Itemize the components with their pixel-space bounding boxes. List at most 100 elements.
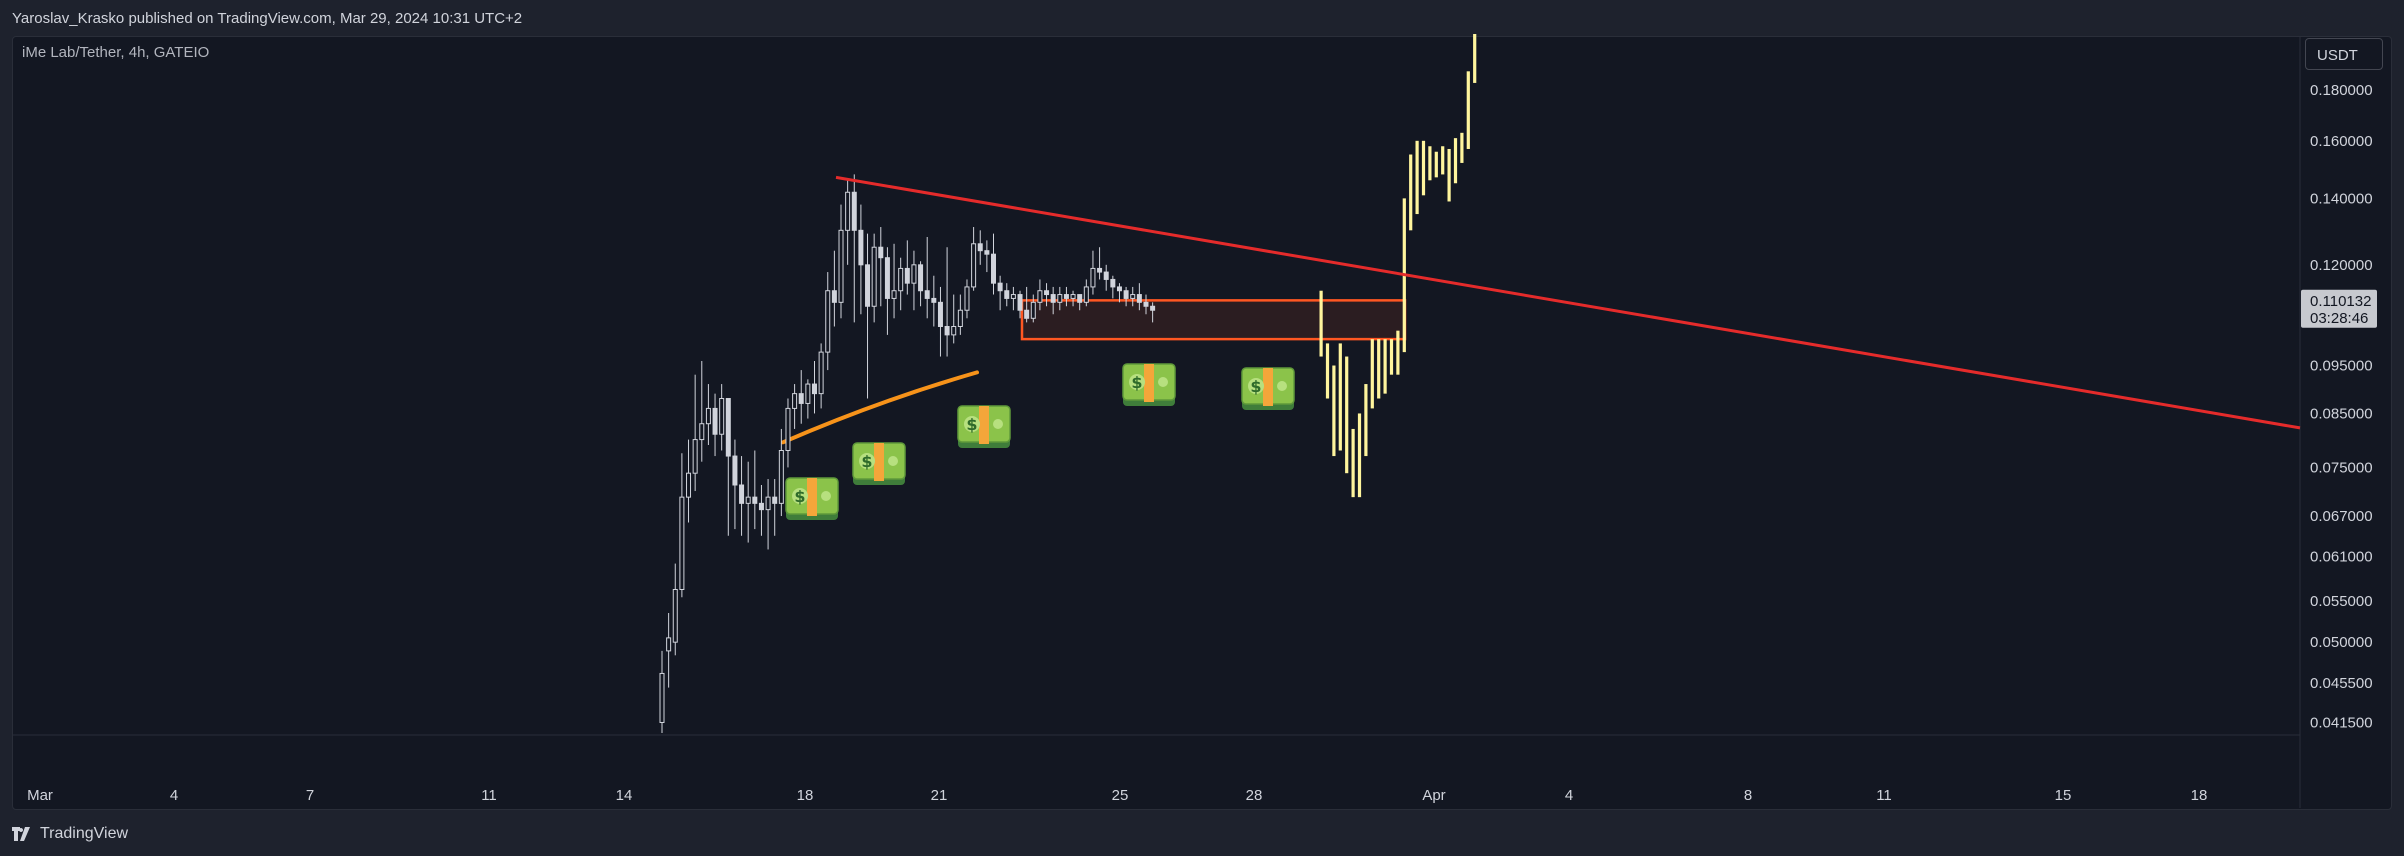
y-tick-label: 0.075000 <box>2310 459 2373 476</box>
candle <box>1030 294 1036 323</box>
x-tick-label: 18 <box>2191 787 2208 804</box>
x-tick-label: 15 <box>2055 787 2072 804</box>
candle <box>1103 264 1109 291</box>
candle <box>991 233 996 295</box>
candle <box>937 286 943 357</box>
highlight-bar <box>1338 343 1342 451</box>
candle <box>1024 286 1030 323</box>
highlight-bar <box>1370 339 1374 409</box>
candle <box>1143 294 1149 315</box>
candle <box>765 479 771 550</box>
tradingview-logo[interactable]: TradingView <box>12 825 128 843</box>
candle <box>918 261 924 307</box>
candle <box>858 204 864 315</box>
x-tick-label: 14 <box>616 787 633 804</box>
candle <box>666 613 672 688</box>
candle <box>1136 283 1142 311</box>
tradingview-logo-text: TradingView <box>40 825 129 842</box>
candle <box>977 230 983 265</box>
money-banknote-icon: $ <box>785 477 839 520</box>
highlight-bar <box>1434 151 1438 178</box>
axis-layer: 0.180000 0.160000 0.140000 0.120000 0.095000… <box>27 82 2373 804</box>
candle <box>997 275 1003 311</box>
candle <box>838 204 844 319</box>
candle <box>957 294 963 335</box>
y-tick-label: 0.095000 <box>2310 358 2373 375</box>
x-tick-label: 28 <box>1246 787 1263 804</box>
highlight-bar <box>1447 148 1451 202</box>
candle <box>1004 283 1010 307</box>
candle <box>745 461 751 543</box>
y-tick-label: 0.140000 <box>2310 190 2373 207</box>
trendline-layer[interactable] <box>835 175 2301 430</box>
candle <box>672 563 678 656</box>
candle <box>732 439 738 530</box>
svg-text:$: $ <box>1250 377 1261 396</box>
support-zone[interactable] <box>1020 299 1407 341</box>
y-tick-label: 0.120000 <box>2310 257 2373 274</box>
highlight-bar <box>1441 146 1445 175</box>
highlight-bar <box>1396 330 1400 375</box>
candle <box>811 361 817 414</box>
candle <box>725 398 731 536</box>
highlight-bar <box>1466 71 1470 149</box>
highlight-bar <box>1428 146 1432 181</box>
currency-button[interactable]: USDT <box>2305 38 2383 70</box>
x-tick-label: Apr <box>1422 787 1445 804</box>
highlight-bar <box>1364 384 1368 457</box>
footer <box>0 810 2404 856</box>
candle <box>1077 294 1083 311</box>
candle <box>1070 290 1076 307</box>
highlight-bar <box>1345 356 1349 474</box>
candle <box>904 240 910 295</box>
candle <box>1110 275 1116 299</box>
candle <box>984 240 990 273</box>
x-tick-label: 11 <box>1876 787 1892 804</box>
candle <box>871 233 877 323</box>
candle <box>705 384 711 446</box>
candle <box>1090 250 1096 295</box>
highlight-bar <box>1415 140 1419 215</box>
descending-trendline[interactable] <box>835 175 2301 430</box>
candle <box>1097 247 1103 280</box>
price-countdown: 03:28:46 <box>2310 310 2368 327</box>
candle <box>785 398 791 468</box>
candle <box>898 257 904 311</box>
candle <box>818 343 824 409</box>
highlight-bar <box>1473 34 1477 83</box>
candle <box>1017 290 1023 319</box>
candle <box>931 275 937 327</box>
candle <box>679 453 685 598</box>
candle <box>1044 283 1050 307</box>
candle-layer <box>659 174 1156 733</box>
tradingview-logo-icon <box>12 827 30 841</box>
chart-panel[interactable] <box>12 36 2392 810</box>
candle <box>692 374 698 492</box>
candle <box>1057 286 1063 311</box>
highlight-bar <box>1319 290 1323 357</box>
y-tick-label: 0.050000 <box>2310 634 2373 651</box>
candle <box>825 272 831 371</box>
candle <box>1150 302 1156 323</box>
support-curve[interactable] <box>781 370 979 445</box>
x-tick-label: Mar <box>27 787 53 804</box>
money-banknote-icon: $ <box>1122 363 1176 406</box>
candle <box>712 393 718 457</box>
x-tick-label: 21 <box>931 787 948 804</box>
y-tick-label: 0.067000 <box>2310 508 2373 525</box>
candle <box>659 650 665 733</box>
svg-text:$: $ <box>966 415 977 434</box>
highlight-bar <box>1389 339 1394 375</box>
money-banknote-icon: $ <box>1241 367 1295 410</box>
symbol-title: iMe Lab/Tether, 4h, GATEIO <box>22 44 210 61</box>
candle <box>792 384 798 429</box>
y-tick-label: 0.180000 <box>2310 82 2373 99</box>
highlight-bar <box>1332 365 1336 457</box>
highlight-bar <box>1460 132 1464 163</box>
candle <box>951 294 957 344</box>
candle <box>891 243 897 319</box>
top-bar: Yaroslav_Krasko published on TradingView… <box>0 0 2404 36</box>
